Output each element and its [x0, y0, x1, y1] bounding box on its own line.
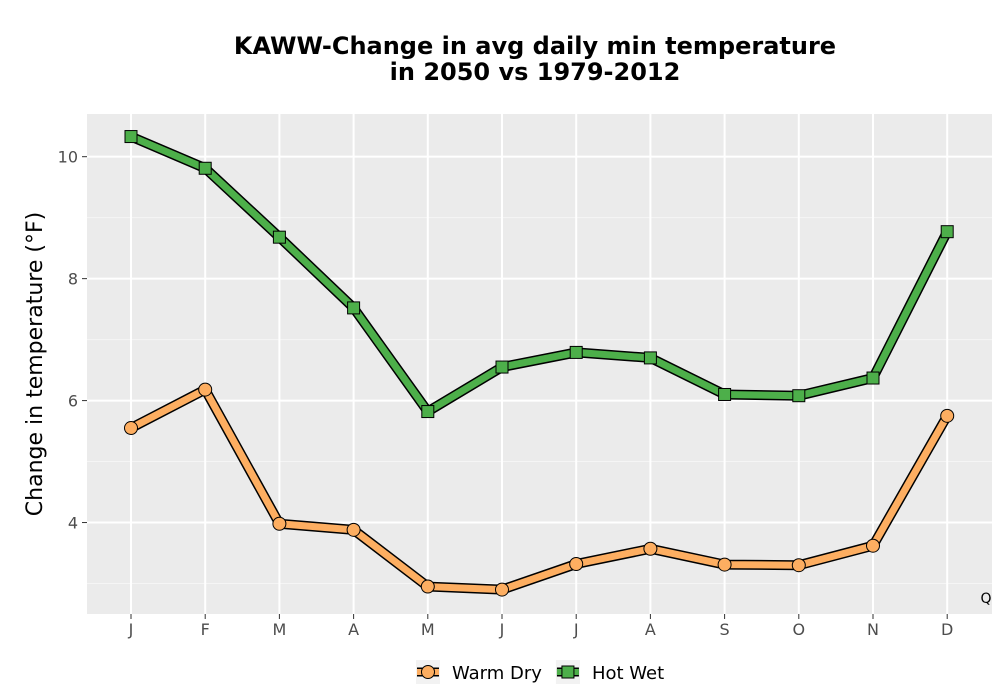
- data-point: [792, 389, 806, 403]
- data-point: [643, 351, 657, 365]
- x-tick-label: J: [573, 620, 579, 639]
- x-tick-label: N: [867, 620, 879, 639]
- data-point: [717, 557, 732, 572]
- y-tick-label: 6: [68, 392, 78, 411]
- data-point: [940, 225, 954, 239]
- x-tick-label: D: [941, 620, 953, 639]
- data-point: [495, 582, 509, 597]
- x-tick-label: S: [720, 620, 730, 639]
- legend-label: Warm Dry: [452, 663, 542, 684]
- data-point: [569, 557, 584, 571]
- y-tick-label: 8: [68, 270, 78, 289]
- chart-title-line2: in 2050 vs 1979-2012: [390, 58, 681, 86]
- data-point: [272, 230, 286, 244]
- legend-item: Hot Wet: [555, 660, 664, 684]
- x-tick-label: F: [201, 620, 210, 639]
- data-point: [866, 538, 880, 553]
- data-point: [347, 301, 361, 315]
- data-point: [272, 516, 287, 531]
- data-point: [866, 371, 880, 385]
- data-point: [940, 408, 955, 423]
- x-tick-label: J: [128, 620, 134, 639]
- series-layer: [124, 130, 955, 597]
- data-point: [420, 579, 435, 594]
- data-point: [346, 522, 361, 537]
- series-hot-wet: [124, 130, 954, 419]
- data-point: [124, 421, 138, 436]
- y-tick-label: 10: [58, 148, 78, 167]
- data-point: [124, 130, 138, 144]
- x-tick-label: A: [348, 620, 359, 639]
- x-tick-label: J: [499, 620, 505, 639]
- y-tick-label: 4: [68, 514, 78, 533]
- y-axis-label: Change in temperature (°F): [23, 212, 48, 516]
- y-axis: 4 6 8 10: [58, 148, 87, 533]
- legend-label: Hot Wet: [592, 663, 664, 684]
- data-point: [198, 382, 213, 397]
- x-tick-label: O: [793, 620, 806, 639]
- corner-label: Q: [980, 591, 991, 607]
- data-point: [718, 387, 732, 401]
- data-point: [198, 161, 212, 175]
- legend-key-marker: [561, 665, 575, 679]
- series-warm-dry: [124, 382, 955, 597]
- data-point: [643, 541, 658, 556]
- x-tick-label: M: [272, 620, 286, 639]
- x-tick-label: A: [645, 620, 656, 639]
- legend-key-marker: [421, 665, 435, 679]
- data-point: [495, 360, 509, 374]
- x-tick-label: M: [421, 620, 435, 639]
- series-line: [127, 133, 951, 416]
- legend: Warm Dry Hot Wet: [416, 660, 664, 684]
- data-point: [569, 345, 583, 359]
- series-line: [127, 386, 951, 594]
- data-point: [791, 558, 806, 573]
- legend-item: Warm Dry: [416, 660, 542, 684]
- data-point: [421, 405, 435, 419]
- chart-title-line1: KAWW-Change in avg daily min temperature: [234, 32, 836, 60]
